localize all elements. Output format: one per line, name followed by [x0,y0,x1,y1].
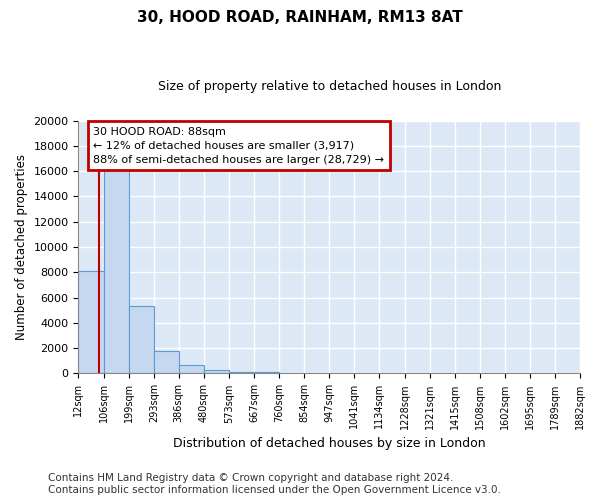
X-axis label: Distribution of detached houses by size in London: Distribution of detached houses by size … [173,437,485,450]
Text: Contains HM Land Registry data © Crown copyright and database right 2024.
Contai: Contains HM Land Registry data © Crown c… [48,474,501,495]
Bar [179,364,204,374]
Bar [104,165,128,374]
Y-axis label: Number of detached properties: Number of detached properties [15,154,28,340]
Title: Size of property relative to detached houses in London: Size of property relative to detached ho… [158,80,501,93]
Bar [128,306,154,374]
Text: 30 HOOD ROAD: 88sqm
← 12% of detached houses are smaller (3,917)
88% of semi-det: 30 HOOD ROAD: 88sqm ← 12% of detached ho… [94,127,385,165]
Bar [154,352,179,374]
Bar [229,372,254,374]
Bar [204,370,229,374]
Bar [254,372,279,374]
Text: 30, HOOD ROAD, RAINHAM, RM13 8AT: 30, HOOD ROAD, RAINHAM, RM13 8AT [137,10,463,25]
Bar [79,271,104,374]
